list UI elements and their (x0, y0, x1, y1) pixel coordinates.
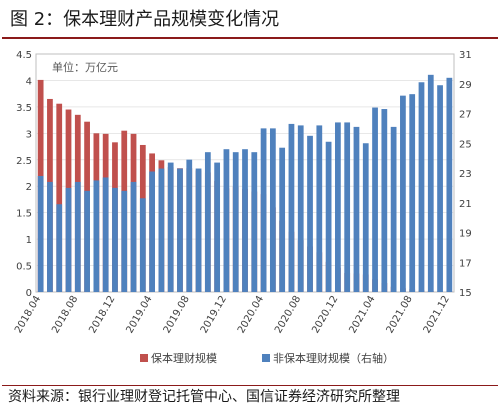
bar-non-guaranteed (437, 85, 443, 292)
bar-non-guaranteed (335, 122, 341, 292)
bar-non-guaranteed (353, 126, 360, 292)
bar-non-guaranteed (47, 181, 53, 292)
bar-non-guaranteed (409, 94, 416, 292)
bar-non-guaranteed (158, 168, 165, 292)
source-note: 资料来源：银行业理财登记托管中心、国信证券经济研究所整理 (8, 389, 400, 405)
unit-label: 单位：万亿元 (52, 60, 118, 74)
x-tick-label: 2018.04 (13, 294, 43, 335)
left-tick-label: 0 (26, 288, 32, 299)
bar-non-guaranteed (214, 162, 221, 292)
left-tick-label: 2 (26, 182, 32, 193)
legend-swatch-red (140, 354, 148, 362)
bar-non-guaranteed (56, 204, 63, 292)
left-tick-label: 4 (26, 76, 32, 87)
x-tick-label: 2018.08 (50, 294, 80, 335)
bar-non-guaranteed (149, 171, 155, 292)
legend-swatch-blue (262, 354, 270, 362)
left-axis-ticks: 0 0.5 1 1.5 2 2.5 3 3.5 4 4.5 (16, 50, 32, 299)
source-rule (2, 385, 498, 386)
bar-non-guaranteed (446, 77, 453, 292)
left-tick-label: 3 (26, 129, 32, 140)
x-tick-label: 2021.04 (347, 294, 377, 335)
left-tick-label: 0.5 (16, 262, 32, 273)
right-tick-label: 29 (459, 80, 472, 91)
bar-non-guaranteed (186, 159, 193, 292)
bar-non-guaranteed (297, 125, 304, 293)
x-axis-ticks: 2018.04 2018.08 2018.12 2019.04 2019.08 2019.… (13, 294, 452, 335)
x-tick-label: 2021.08 (385, 294, 415, 335)
bar-non-guaranteed (223, 149, 230, 292)
chart: 00.511.522.533.544.5 151719212325272931 … (13, 50, 472, 365)
right-axis-ticks: 15 17 19 21 23 25 27 29 31 (459, 50, 472, 299)
legend: 保本理财规模 非保本理财规模（右轴） (140, 351, 394, 365)
right-tick-label: 21 (459, 199, 472, 210)
bar-non-guaranteed (74, 181, 81, 292)
bar-non-guaranteed (204, 152, 211, 292)
bar-non-guaranteed (260, 128, 267, 292)
right-tick-label: 25 (459, 139, 472, 150)
figure-title: 图 2：保本理财产品规模变化情况 (10, 9, 280, 30)
bar-non-guaranteed (344, 122, 351, 292)
title-rule (2, 37, 498, 39)
x-tick-label: 2021.12 (422, 294, 452, 335)
bar-non-guaranteed (102, 177, 109, 292)
bar-non-guaranteed (130, 181, 137, 292)
x-tick-label: 2019.04 (125, 294, 155, 335)
bar-principal-guaranteed (56, 103, 63, 292)
right-tick-label: 17 (459, 258, 472, 269)
left-tick-label: 2.5 (16, 156, 32, 167)
right-tick-label: 23 (459, 169, 472, 180)
bar-non-guaranteed (251, 152, 258, 292)
bar-non-guaranteed (167, 162, 174, 292)
bar-non-guaranteed (316, 125, 323, 293)
bar-non-guaranteed (418, 82, 425, 292)
x-tick-label: 2020.04 (236, 294, 266, 335)
bar-non-guaranteed (112, 187, 118, 292)
left-tick-label: 4.5 (16, 50, 32, 61)
right-tick-label: 19 (459, 229, 472, 240)
bar-non-guaranteed (427, 74, 434, 292)
bar-non-guaranteed (195, 168, 202, 292)
series-non-guaranteed (37, 74, 453, 293)
bar-non-guaranteed (242, 149, 248, 292)
bar-non-guaranteed (279, 147, 286, 292)
x-tick-label: 2020.08 (273, 294, 303, 335)
bar-non-guaranteed (288, 123, 295, 292)
bar-non-guaranteed (372, 107, 378, 292)
x-tick-label: 2019.08 (162, 294, 192, 335)
right-tick-label: 31 (459, 50, 472, 61)
x-tick-label: 2020.12 (310, 294, 340, 335)
bar-non-guaranteed (362, 143, 369, 292)
x-tick-label: 2018.12 (87, 294, 117, 335)
bar-non-guaranteed (93, 180, 100, 292)
left-tick-label: 1.5 (16, 209, 32, 220)
bar-non-guaranteed (269, 128, 276, 292)
bar-non-guaranteed (37, 175, 44, 292)
x-tick-label: 2019.12 (199, 294, 229, 335)
bar-non-guaranteed (121, 190, 128, 292)
bar-non-guaranteed (390, 126, 397, 292)
legend-label-red: 保本理财规模 (151, 351, 217, 365)
bar-non-guaranteed (400, 95, 406, 293)
left-tick-label: 3.5 (16, 103, 32, 114)
bar-non-guaranteed (325, 141, 332, 292)
bar-non-guaranteed (232, 152, 239, 292)
right-tick-label: 27 (459, 110, 472, 121)
bar-non-guaranteed (307, 135, 313, 292)
bar-non-guaranteed (65, 187, 72, 292)
bar-non-guaranteed (139, 198, 146, 292)
bar-non-guaranteed (177, 168, 183, 292)
right-tick-label: 15 (459, 288, 472, 299)
left-tick-label: 1 (26, 235, 32, 246)
bar-non-guaranteed (381, 109, 388, 292)
bar-non-guaranteed (84, 190, 90, 292)
legend-label-blue: 非保本理财规模（右轴） (273, 351, 394, 365)
